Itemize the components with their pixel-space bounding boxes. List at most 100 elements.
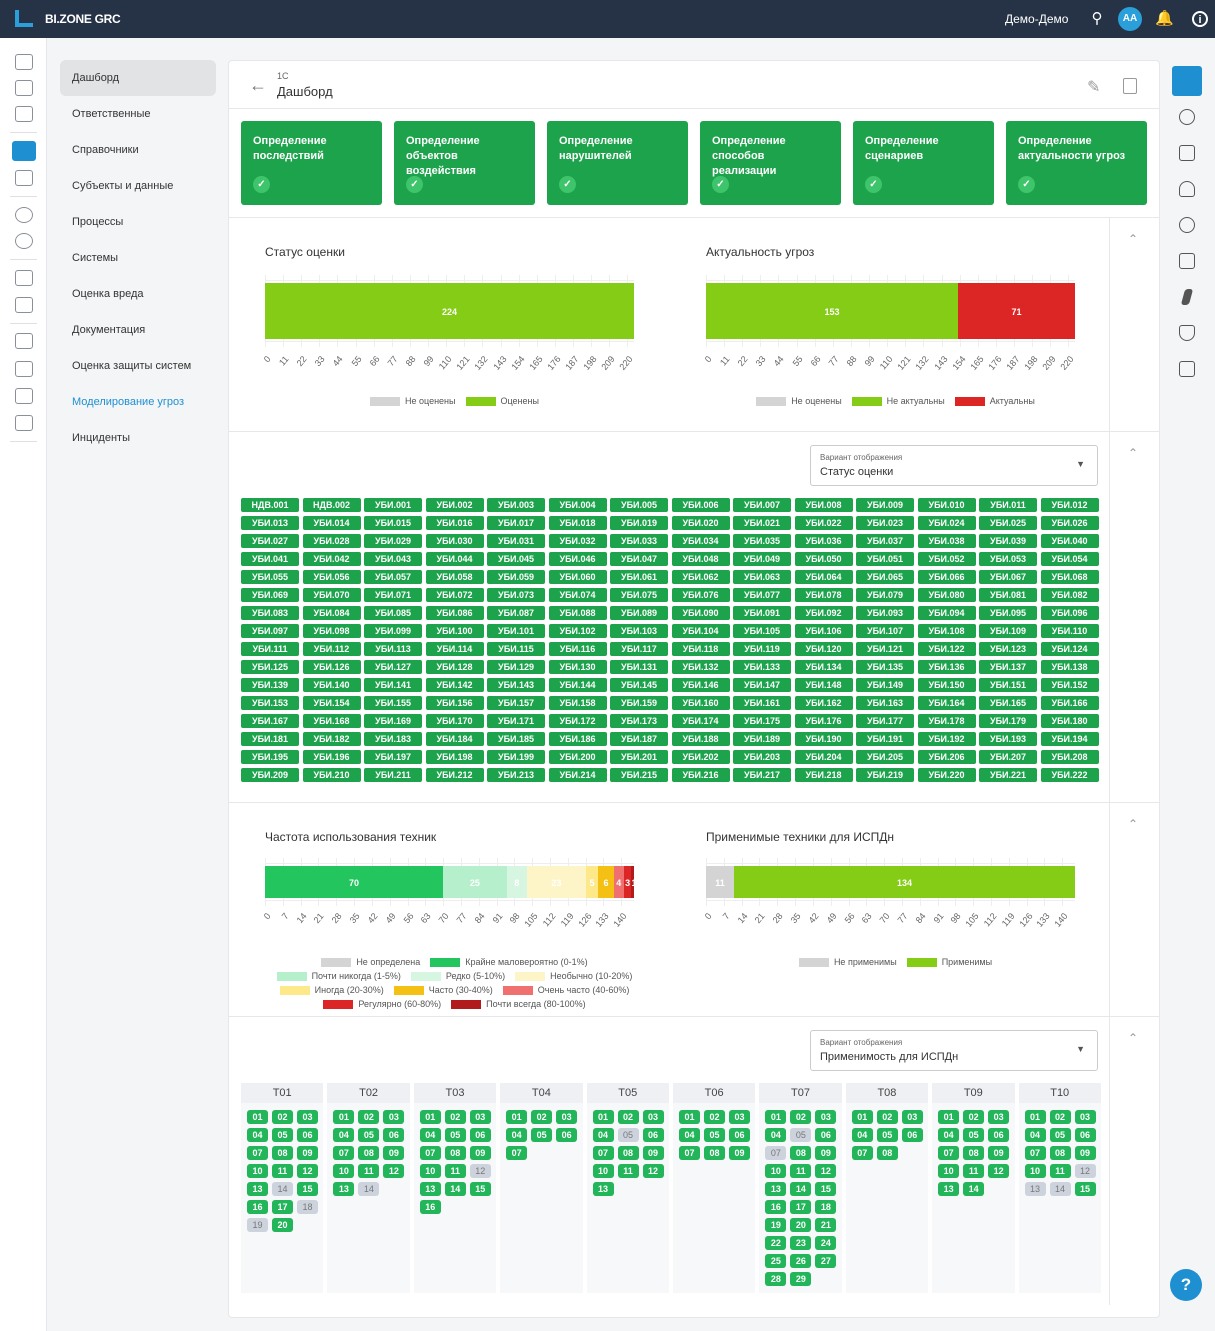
threat-chip[interactable]: УБИ.216 [671, 768, 730, 782]
threat-chip[interactable]: УБИ.186 [548, 732, 607, 746]
threat-chip[interactable]: УБИ.096 [1040, 606, 1099, 620]
threat-chip[interactable]: УБИ.177 [856, 714, 914, 728]
technique-chip[interactable]: 18 [815, 1200, 837, 1214]
nav-item[interactable]: Ответственные [72, 108, 151, 120]
technique-chip[interactable]: 08 [703, 1146, 725, 1160]
threat-chip[interactable]: УБИ.062 [671, 570, 730, 584]
nav-item[interactable]: Справочники [72, 144, 139, 156]
threat-chip[interactable]: УБИ.188 [671, 732, 730, 746]
copy-icon[interactable] [1123, 78, 1137, 94]
threat-chip[interactable]: УБИ.116 [548, 642, 607, 656]
technique-chip[interactable]: 08 [358, 1146, 380, 1160]
threat-chip[interactable]: УБИ.136 [917, 660, 976, 674]
technique-chip[interactable]: 03 [469, 1110, 491, 1124]
technique-chip[interactable]: 17 [790, 1200, 812, 1214]
technique-chip[interactable]: 03 [383, 1110, 405, 1124]
threat-chip[interactable]: УБИ.111 [241, 642, 299, 656]
technique-chip[interactable]: 02 [963, 1110, 985, 1124]
threat-chip[interactable]: УБИ.082 [1040, 588, 1099, 602]
threat-chip[interactable]: УБИ.118 [671, 642, 730, 656]
threat-chip[interactable]: УБИ.173 [610, 714, 668, 728]
legend-item[interactable]: Очень часто (40-60%) [502, 985, 629, 995]
technique-chip[interactable]: 03 [988, 1110, 1010, 1124]
threat-chip[interactable]: УБИ.036 [794, 534, 853, 548]
threat-chip[interactable]: УБИ.032 [548, 534, 607, 548]
technique-chip[interactable]: 08 [1049, 1146, 1071, 1160]
threat-chip[interactable]: УБИ.068 [1040, 570, 1099, 584]
avatar[interactable]: AA [1118, 7, 1142, 31]
technique-chip[interactable]: 05 [703, 1128, 725, 1142]
technique-chip[interactable]: 12 [642, 1164, 664, 1178]
threat-chip[interactable]: УБИ.187 [610, 732, 668, 746]
technique-chip[interactable]: 07 [419, 1146, 441, 1160]
technique-chip[interactable]: 01 [419, 1110, 441, 1124]
threat-chip[interactable]: УБИ.048 [671, 552, 730, 566]
technique-chip[interactable]: 02 [617, 1110, 639, 1124]
threat-chip[interactable]: УБИ.197 [364, 750, 422, 764]
help-button[interactable]: ? [1170, 1269, 1202, 1301]
threat-chip[interactable]: УБИ.052 [917, 552, 976, 566]
technique-chip[interactable]: 06 [297, 1128, 318, 1142]
threat-chip[interactable]: УБИ.125 [241, 660, 299, 674]
back-arrow-icon[interactable]: ← [249, 75, 267, 95]
display-variant-select[interactable]: Вариант отображения Применимость для ИСП… [810, 1030, 1098, 1071]
technique-chip[interactable]: 06 [642, 1128, 664, 1142]
technique-chip[interactable]: 12 [1074, 1164, 1096, 1178]
bar-segment[interactable]: 6 [598, 866, 614, 898]
threat-chip[interactable]: УБИ.181 [241, 732, 299, 746]
technique-chip[interactable]: 04 [592, 1128, 614, 1142]
threat-chip[interactable]: УБИ.175 [733, 714, 791, 728]
technique-chip[interactable]: 11 [790, 1164, 812, 1178]
threat-chip[interactable]: УБИ.171 [487, 714, 545, 728]
technique-chip[interactable]: 13 [333, 1182, 355, 1196]
threat-chip[interactable]: УБИ.193 [979, 732, 1037, 746]
technique-chip[interactable]: 08 [876, 1146, 898, 1160]
board-icon[interactable] [1179, 253, 1195, 269]
threat-chip[interactable]: УБИ.145 [610, 678, 668, 692]
technique-chip[interactable]: 01 [678, 1110, 700, 1124]
technique-chip[interactable]: 07 [247, 1146, 268, 1160]
technique-chip[interactable]: 13 [592, 1182, 614, 1196]
technique-chip[interactable]: 04 [333, 1128, 355, 1142]
threat-chip[interactable]: УБИ.121 [856, 642, 914, 656]
legend-item[interactable]: Не оценены [756, 396, 842, 406]
threat-chip[interactable]: УБИ.127 [364, 660, 422, 674]
technique-chip[interactable]: 17 [272, 1200, 293, 1214]
bar-segment[interactable]: 70 [265, 866, 444, 898]
threat-chip[interactable]: УБИ.044 [425, 552, 484, 566]
threat-chip[interactable]: УБИ.198 [425, 750, 484, 764]
technique-chip[interactable]: 01 [938, 1110, 960, 1124]
legend-item[interactable]: Не оценены [370, 396, 456, 406]
technique-chip[interactable]: 13 [247, 1182, 268, 1196]
technique-chip[interactable]: 10 [1024, 1164, 1046, 1178]
technique-chip[interactable]: 10 [592, 1164, 614, 1178]
technique-chip[interactable]: 26 [790, 1254, 812, 1268]
threat-chip[interactable]: УБИ.162 [794, 696, 853, 710]
search-icon[interactable]: ⚲ [1091, 10, 1103, 27]
legend-item[interactable]: Редко (5-10%) [410, 971, 505, 981]
technique-chip[interactable]: 04 [506, 1128, 528, 1142]
threat-chip[interactable]: УБИ.057 [364, 570, 422, 584]
threat-chip[interactable]: УБИ.060 [548, 570, 607, 584]
technique-chip[interactable]: 07 [678, 1146, 700, 1160]
technique-chip[interactable]: 22 [765, 1236, 787, 1250]
technique-chip[interactable]: 15 [815, 1182, 837, 1196]
threat-chip[interactable]: УБИ.117 [610, 642, 668, 656]
technique-chip[interactable]: 06 [728, 1128, 750, 1142]
bar-segment[interactable]: 71 [958, 283, 1075, 339]
lightbulb-icon[interactable] [15, 233, 33, 249]
nav-item[interactable]: Моделирование угроз [72, 396, 185, 408]
threat-chip[interactable]: УБИ.158 [548, 696, 607, 710]
legend-item[interactable]: Почти всегда (80-100%) [451, 999, 586, 1009]
technique-chip[interactable]: 16 [765, 1200, 787, 1214]
technique-chip[interactable]: 18 [297, 1200, 318, 1214]
technique-chip[interactable]: 01 [765, 1110, 787, 1124]
technique-chip[interactable]: 10 [938, 1164, 960, 1178]
legend-item[interactable]: Не актуальны [851, 396, 945, 406]
threat-chip[interactable]: УБИ.055 [241, 570, 299, 584]
technique-chip[interactable]: 02 [703, 1110, 725, 1124]
threat-chip[interactable]: УБИ.103 [610, 624, 668, 638]
threat-chip[interactable]: УБИ.159 [610, 696, 668, 710]
threat-chip[interactable]: УБИ.077 [733, 588, 791, 602]
threat-chip[interactable]: УБИ.081 [979, 588, 1037, 602]
